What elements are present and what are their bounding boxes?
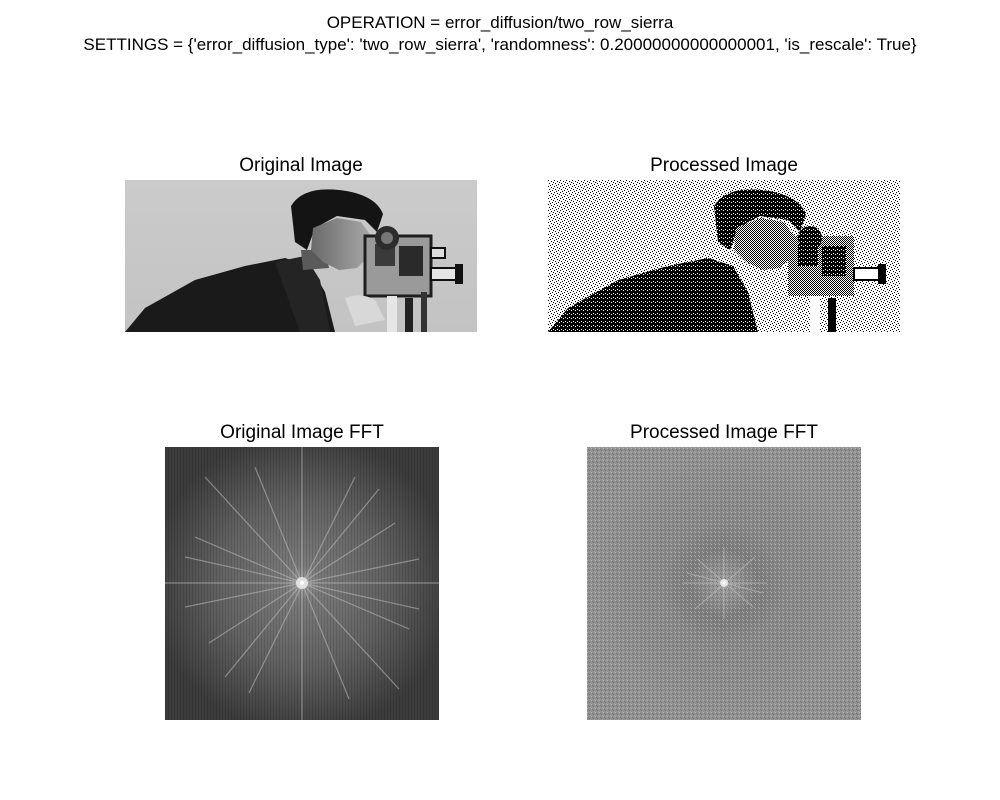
processed-fft-title: Processed Image FFT: [630, 422, 818, 443]
original-fft-title: Original Image FFT: [220, 422, 384, 443]
processed-fft-graphic: [587, 447, 861, 720]
original-fft-image: [165, 447, 439, 720]
original-image-graphic: [125, 180, 477, 332]
original-fft-graphic: [165, 447, 439, 720]
original-image-title: Original Image: [239, 155, 363, 176]
processed-image-title: Processed Image: [650, 155, 798, 176]
settings-title: SETTINGS = {'error_diffusion_type': 'two…: [83, 35, 917, 54]
processed-image: [548, 180, 900, 332]
operation-title: OPERATION = error_diffusion/two_row_sier…: [326, 13, 674, 32]
processed-image-graphic: [548, 180, 900, 332]
original-image: [125, 180, 477, 332]
processed-fft-image: [587, 447, 861, 720]
